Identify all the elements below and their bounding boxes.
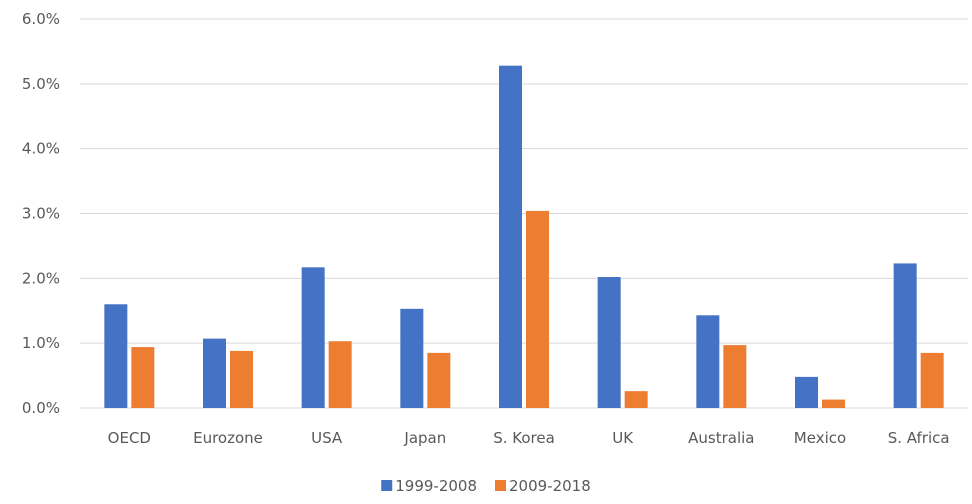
x-tick-label: S. Africa	[888, 429, 950, 447]
y-tick-label: 0.0%	[22, 399, 60, 417]
y-tick-label: 2.0%	[22, 269, 60, 287]
x-tick-label: UK	[612, 429, 634, 447]
bar-1999-2008-Australia	[696, 315, 720, 408]
gridlines	[80, 18, 968, 409]
y-tick-label: 5.0%	[22, 75, 60, 93]
x-axis-tick-labels: OECD Eurozone USA Japan S. Korea UK Australia M…	[108, 429, 950, 447]
bar-1999-2008-Japan	[400, 308, 424, 408]
bar-1999-2008-S. Korea	[499, 65, 522, 409]
bar-1999-2008-OECD	[104, 304, 128, 408]
bar-2009-2018-Japan	[427, 352, 451, 408]
x-tick-label: S. Korea	[493, 429, 555, 447]
legend-swatch	[381, 480, 393, 491]
x-tick-label: USA	[311, 429, 343, 447]
bar-1999-2008-Eurozone	[203, 338, 226, 408]
bars	[104, 65, 944, 409]
x-tick-label: OECD	[108, 429, 151, 447]
legend-item: 1999-2008	[381, 477, 477, 495]
legend-label: 2009-2018	[509, 477, 591, 495]
bar-1999-2008-Mexico	[795, 376, 818, 408]
y-axis-tick-labels: 0.0% 1.0% 2.0% 3.0% 4.0% 5.0% 6.0%	[22, 10, 60, 417]
bar-1999-2008-UK	[597, 277, 621, 408]
legend-swatch	[495, 480, 506, 491]
bar-2009-2018-USA	[328, 341, 352, 408]
bar-2009-2018-Mexico	[822, 399, 845, 408]
y-tick-label: 3.0%	[22, 205, 60, 223]
bar-1999-2008-USA	[301, 267, 325, 408]
bar-2009-2018-Australia	[723, 345, 747, 408]
x-tick-label: Eurozone	[193, 429, 263, 447]
bar-2009-2018-Eurozone	[230, 350, 253, 408]
bar-2009-2018-OECD	[131, 347, 155, 408]
legend-label: 1999-2008	[395, 477, 477, 495]
bar-2009-2018-S. Korea	[526, 210, 549, 408]
bar-2009-2018-UK	[624, 391, 648, 408]
legend-item: 2009-2018	[495, 477, 591, 495]
y-tick-label: 1.0%	[22, 334, 60, 352]
y-tick-label: 6.0%	[22, 10, 60, 28]
x-tick-label: Mexico	[794, 429, 846, 447]
legend: 1999-2008 2009-2018	[381, 477, 591, 495]
bar-1999-2008-S. Africa	[893, 263, 917, 408]
x-tick-label: Australia	[688, 429, 754, 447]
bar-2009-2018-S. Africa	[920, 352, 944, 408]
y-tick-label: 4.0%	[22, 140, 60, 158]
x-tick-label: Japan	[403, 429, 446, 447]
